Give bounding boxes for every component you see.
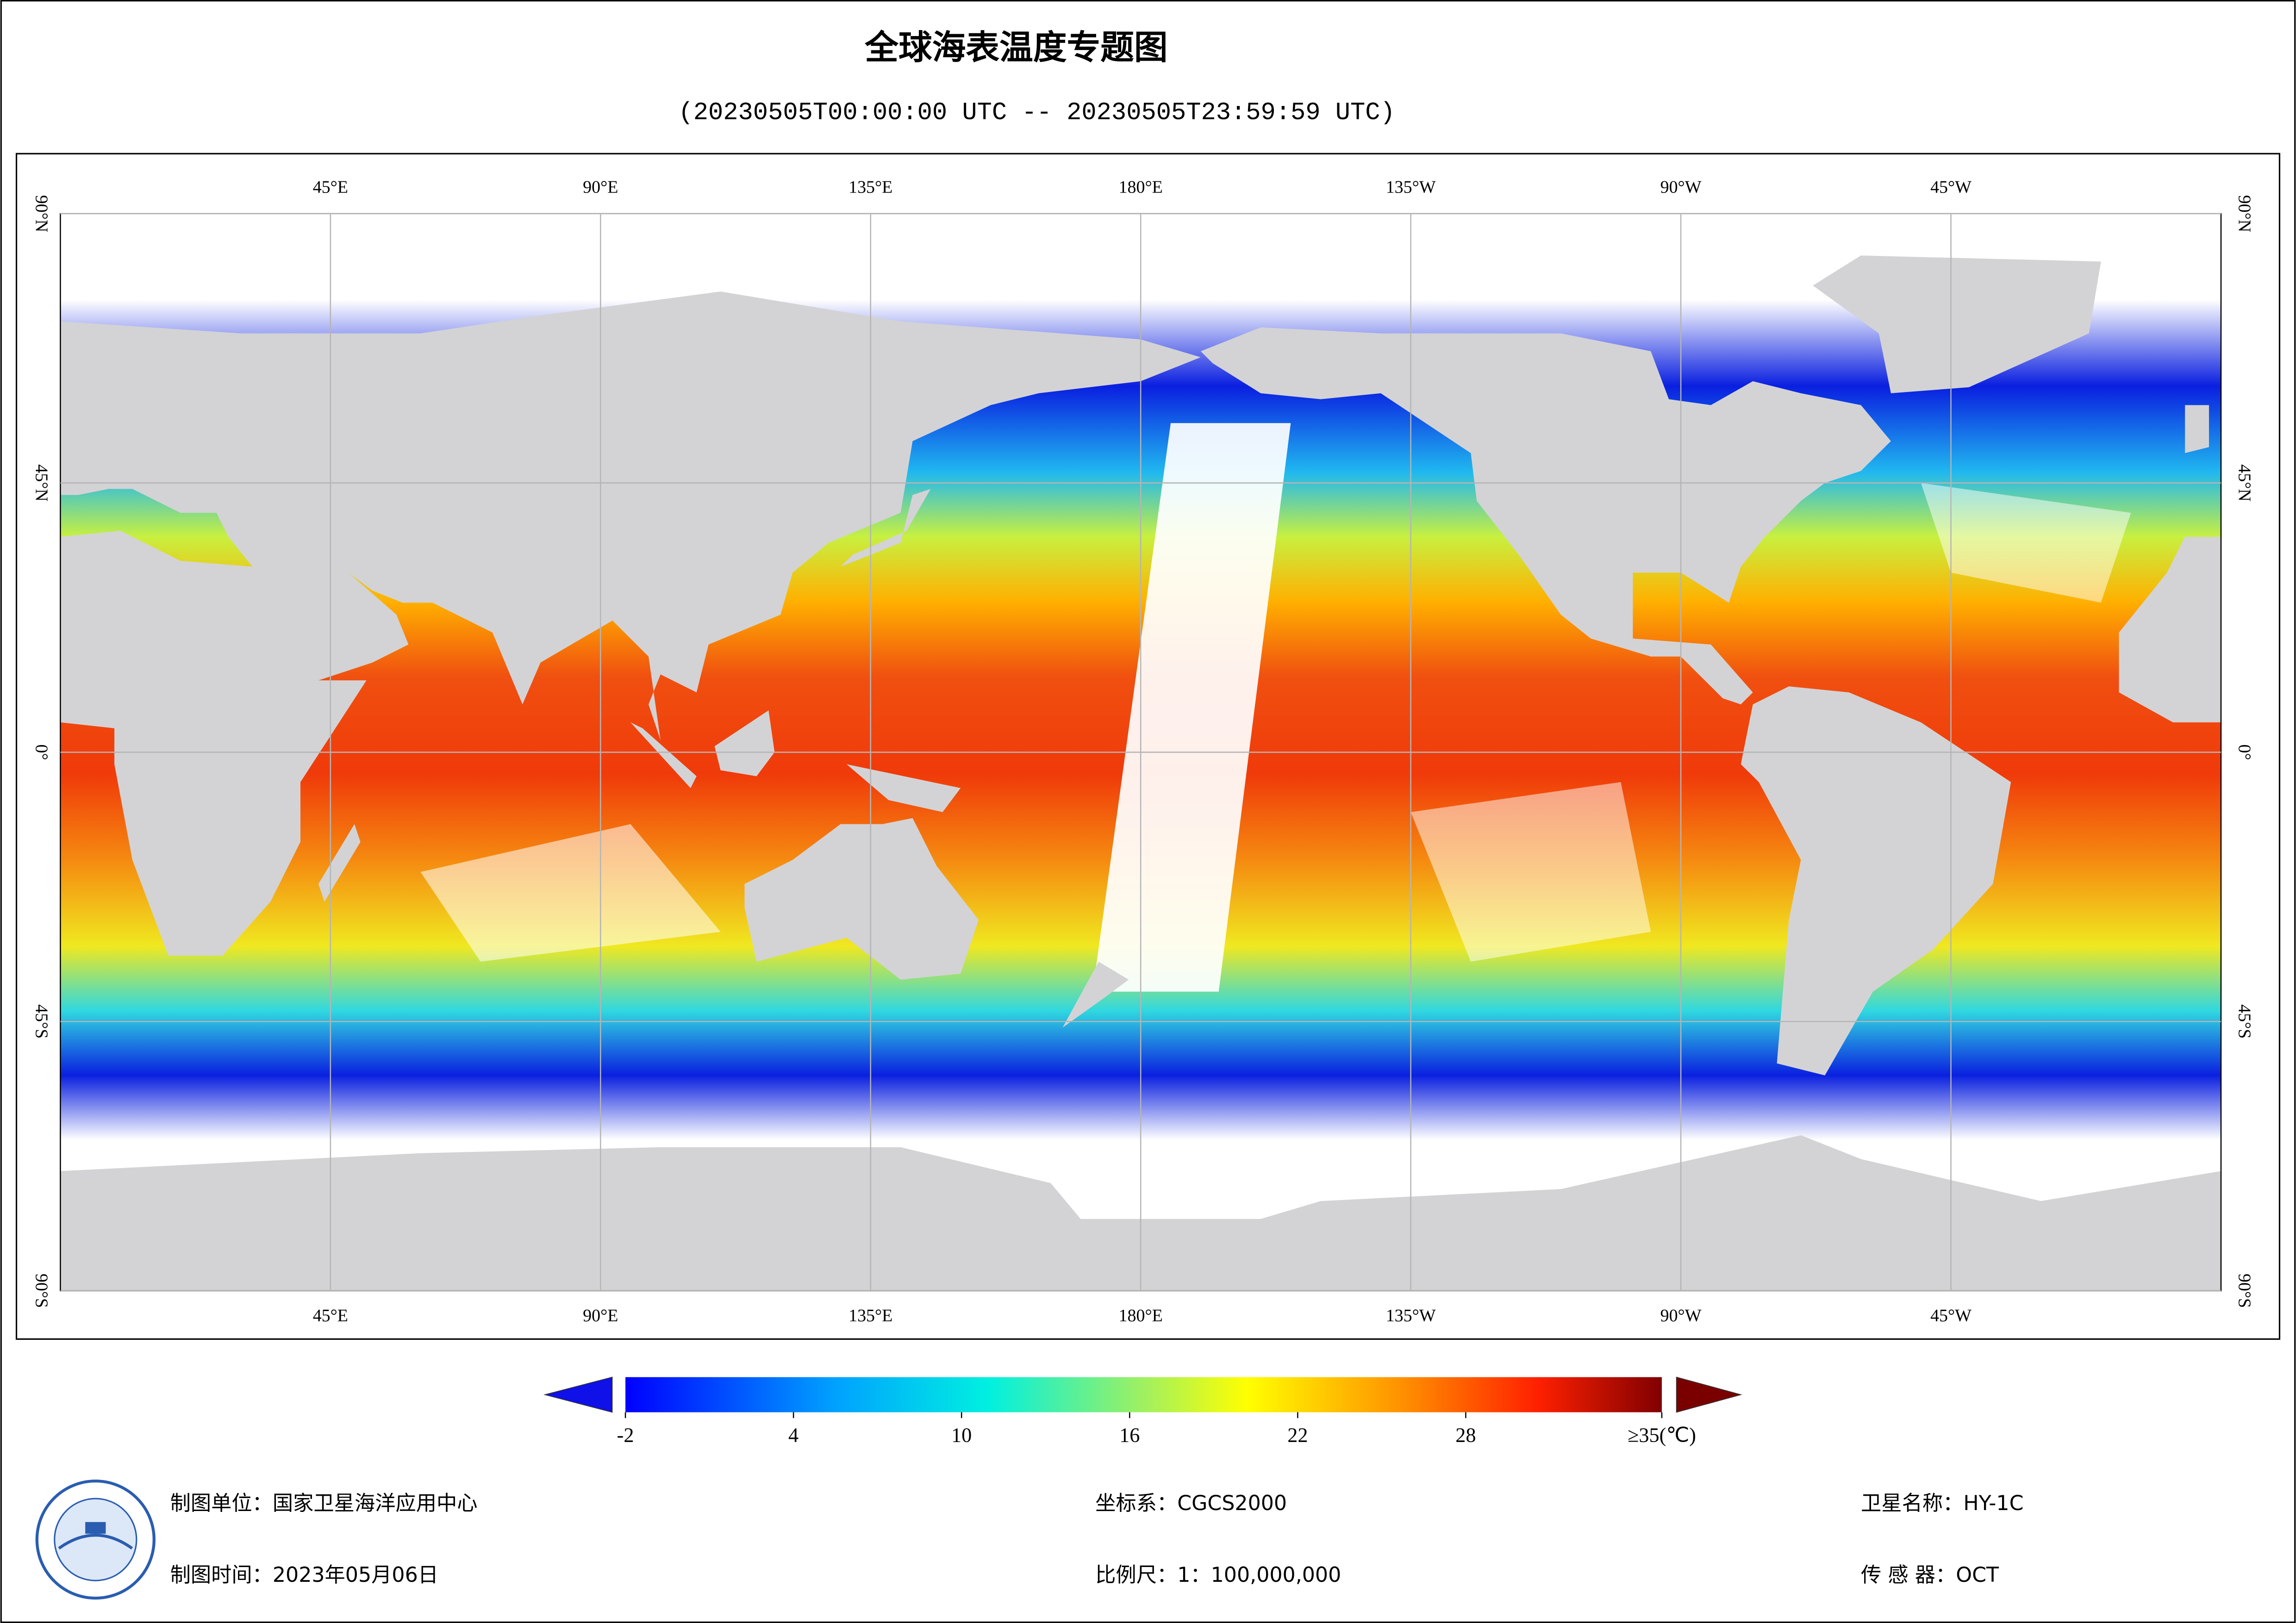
land [60,530,367,956]
logo [35,1480,156,1600]
lon-label: 180°E [1119,178,1163,197]
colorbar-tick-label: 22 [1287,1424,1308,1447]
land [840,489,931,567]
colorbar-over-arrow [1676,1376,1742,1413]
land [1741,686,2011,1076]
land [60,291,1201,740]
land [2119,536,2221,722]
land [318,824,361,902]
lon-label: 45°W [1930,1306,1972,1325]
colorbar-tick-label: 16 [1119,1424,1140,1447]
colorbar-tick-label: 10 [951,1424,972,1447]
land [846,764,961,812]
colorbar-tick-label: 28 [1455,1424,1476,1447]
cloud-gap [1921,483,2131,603]
lon-label: 90°E [583,1306,618,1325]
lon-label: 180°E [1119,1306,1163,1325]
land [1200,327,1891,705]
land [714,710,775,777]
lon-label: 45°E [313,178,348,197]
cloud-gap [1410,782,1651,962]
colorbar-tick-label: ≥35(℃) [1628,1424,1696,1447]
lat-label: 90°S [31,1274,51,1308]
lon-label: 135°W [1386,1306,1436,1325]
colorbar-tick-label: -2 [617,1424,634,1447]
lat-label: 90°S [2235,1274,2254,1308]
lat-label: 90°N [2235,195,2254,232]
subtitle: (20230505T00:00:00 UTC -- 20230505T23:59… [679,99,1395,127]
lat-label: 45°S [31,1004,51,1038]
colorbar-tick-label: 4 [788,1424,799,1447]
lat-label: 45°N [2235,464,2254,502]
lat-label: 45°S [2235,1004,2254,1038]
lon-label: 135°E [849,178,892,197]
land [630,722,697,788]
footer-crs: 坐标系：CGCS2000 [1095,1492,1287,1515]
footer-satellite: 卫星名称：HY-1C [1861,1492,2023,1515]
footer-time: 制图时间：2023年05月06日 [170,1563,438,1587]
lon-label: 90°W [1660,1306,1702,1325]
lat-label: 0° [2235,744,2254,760]
colorbar-ticks: -2 4 10 16 22 28 ≥35(℃) [617,1412,1696,1447]
cloud-gap [1092,423,1291,992]
cloud-gap [420,824,721,962]
land [1813,255,2101,393]
lon-label: 135°W [1386,178,1436,197]
title: 全球海表温度专题图 [864,28,1167,68]
lat-label: 90°N [31,195,51,232]
colorbar [625,1377,1662,1412]
lat-label: 45°N [31,464,51,502]
lon-label: 45°W [1930,178,1972,197]
land [744,818,979,980]
lon-label: 90°E [583,178,618,197]
land [2185,405,2209,454]
footer-unit: 制图单位：国家卫星海洋应用中心 [170,1492,478,1515]
colorbar-under-arrow [543,1376,613,1413]
lat-label: 0° [31,744,51,760]
lon-label: 135°E [849,1306,892,1325]
footer-sensor: 传 感 器：OCT [1861,1563,1999,1587]
footer-scale: 比例尺：1：100,000,000 [1095,1563,1341,1587]
lon-label: 90°W [1660,178,1702,197]
map-frame [15,153,2281,1340]
lon-label: 45°E [313,1306,348,1325]
land [1062,961,1129,1028]
graticule: 45°E 45°E 90°E 90°E 135°E 135°E 180°E 180°E 135°… [31,178,2254,1325]
